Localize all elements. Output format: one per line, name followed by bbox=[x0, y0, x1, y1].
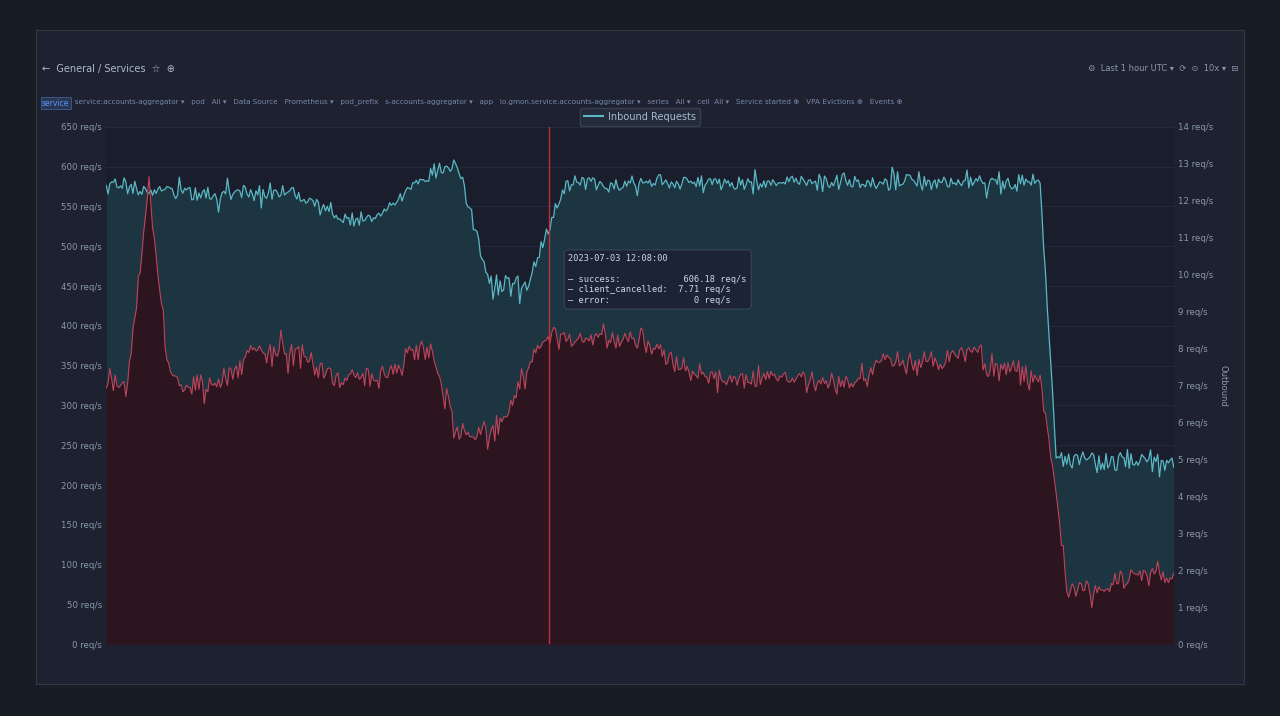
Text: 2023-07-03 12:08:00

— success:            606.18 req/s
— client_cancelled:  7.7: 2023-07-03 12:08:00 — success: 606.18 re… bbox=[568, 254, 748, 305]
Legend: Inbound Requests: Inbound Requests bbox=[580, 108, 700, 126]
Text: service: service bbox=[42, 99, 69, 107]
Y-axis label: Outbound: Outbound bbox=[1219, 364, 1228, 407]
Text: ⚙  Last 1 hour UTC ▾  ⟳  ⊙  10x ▾  ⊟: ⚙ Last 1 hour UTC ▾ ⟳ ⊙ 10x ▾ ⊟ bbox=[1088, 64, 1238, 73]
Text: ←  General / Services  ☆  ⊕: ← General / Services ☆ ⊕ bbox=[42, 64, 175, 74]
Text: service   service:accounts-aggregator ▾   pod   All ▾   Data Source   Prometheus: service service:accounts-aggregator ▾ po… bbox=[42, 99, 902, 105]
